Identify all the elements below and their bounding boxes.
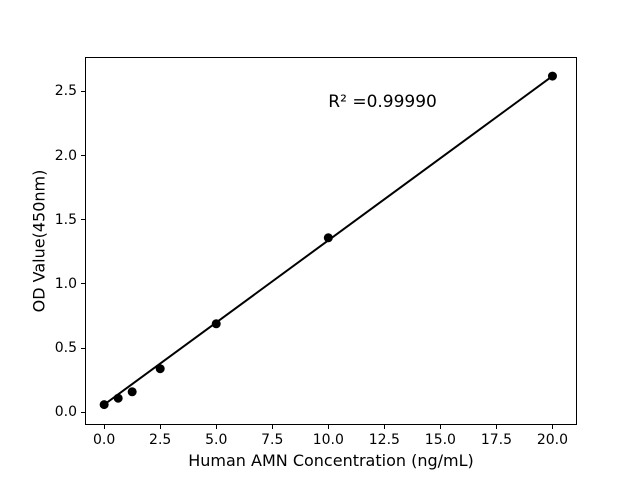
x-tick-mark: [495, 425, 497, 429]
y-tick-mark: [81, 90, 85, 92]
x-tick-label: 10.0: [312, 432, 344, 448]
x-tick-mark: [103, 425, 105, 429]
x-axis-label: Human AMN Concentration (ng/mL): [188, 451, 474, 470]
y-tick-label: 1.0: [54, 275, 77, 292]
y-tick-mark: [81, 219, 85, 221]
chart-canvas: [99, 71, 557, 410]
x-tick-mark: [159, 425, 161, 429]
data-point: [127, 387, 137, 397]
data-point: [547, 71, 557, 81]
plot-area: R² =0.99990 0.0 2.5 5.0 7.5 10.0 12.5 15.0 17.5…: [55, 57, 577, 448]
data-point: [155, 364, 165, 374]
y-tick-label: 2.0: [54, 147, 77, 164]
y-tick-mark: [81, 155, 85, 157]
y-tick-label: 0.0: [54, 404, 77, 421]
x-tick-mark: [215, 425, 217, 429]
y-tick-mark: [81, 347, 85, 349]
data-point: [113, 393, 123, 403]
x-tick-mark: [383, 425, 385, 429]
x-tick-label: 7.5: [261, 432, 284, 448]
data-point: [99, 400, 109, 410]
x-tick-label: 20.0: [536, 432, 569, 448]
x-tick-mark: [551, 425, 553, 429]
x-tick-label: 12.5: [368, 432, 400, 448]
x-tick-label: 0.0: [93, 432, 116, 448]
x-tick-mark: [271, 425, 273, 429]
y-tick-mark: [81, 283, 85, 285]
y-axis-label: OD Value(450nm): [29, 169, 49, 313]
x-tick-label: 5.0: [205, 432, 228, 448]
y-tick-mark: [81, 411, 85, 413]
y-tick-label: 1.5: [54, 211, 77, 228]
y-tick-label: 0.5: [54, 340, 77, 357]
x-tick-label: 15.0: [424, 432, 456, 448]
y-tick-label: 2.5: [54, 83, 77, 100]
x-tick-label: 2.5: [149, 432, 172, 448]
x-tick-mark: [439, 425, 441, 429]
x-tick-label: 17.5: [480, 432, 513, 448]
data-point: [211, 319, 221, 329]
r-squared-annotation: R² =0.99990: [328, 91, 437, 112]
data-point: [323, 233, 333, 243]
x-tick-mark: [327, 425, 329, 429]
